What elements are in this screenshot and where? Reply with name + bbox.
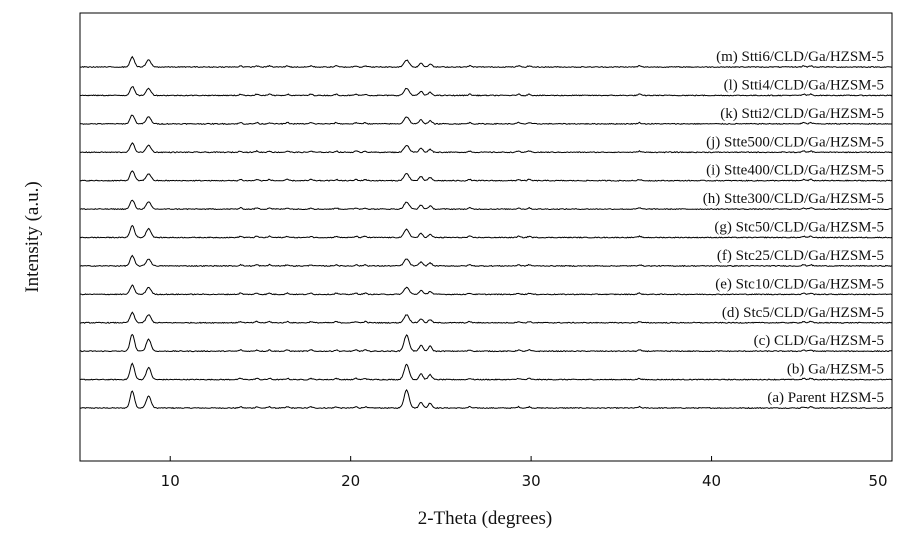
series-label: (g) Stc50/CLD/Ga/HZSM-5	[714, 220, 884, 236]
series-trace	[79, 311, 893, 324]
series-trace	[80, 254, 893, 268]
series-trace	[79, 86, 893, 97]
series-label: (m) Stti6/CLD/Ga/HZSM-5	[716, 49, 884, 65]
series-trace	[79, 284, 893, 296]
series-label: (l) Stti4/CLD/Ga/HZSM-5	[724, 77, 884, 93]
x-tick-label: 20	[341, 472, 360, 490]
series-label: (k) Stti2/CLD/Ga/HZSM-5	[720, 106, 884, 122]
plot-frame	[79, 12, 893, 462]
series-label: (h) Stte300/CLD/Ga/HZSM-5	[703, 191, 884, 207]
series-trace	[79, 388, 893, 410]
series-trace	[79, 224, 893, 239]
series-label: (c) CLD/Ga/HZSM-5	[754, 333, 884, 349]
x-tick-label: 40	[702, 472, 721, 490]
series-trace	[80, 55, 893, 69]
series-label: (d) Stc5/CLD/Ga/HZSM-5	[722, 305, 884, 321]
series-trace	[79, 199, 893, 211]
series-traces	[79, 55, 893, 410]
series-label: (j) Stte500/CLD/Ga/HZSM-5	[706, 134, 884, 150]
series-trace	[79, 142, 893, 154]
y-axis-title: Intensity (a.u.)	[22, 181, 43, 292]
series-label: (i) Stte400/CLD/Ga/HZSM-5	[706, 163, 884, 179]
series-label: (b) Ga/HZSM-5	[787, 362, 884, 378]
x-tick-label: 10	[161, 472, 180, 490]
x-tick-label: 50	[868, 472, 887, 490]
series-trace	[79, 170, 893, 182]
series-trace	[79, 114, 893, 126]
x-axis: 10 20 30 40 50	[161, 456, 893, 490]
series-trace	[79, 362, 893, 381]
series-label: (e) Stc10/CLD/Ga/HZSM-5	[715, 276, 884, 292]
x-axis-title: 2-Theta (degrees)	[418, 508, 553, 529]
series-trace	[80, 333, 893, 353]
x-tick-label: 30	[522, 472, 541, 490]
series-label: (f) Stc25/CLD/Ga/HZSM-5	[717, 248, 884, 264]
series-label: (a) Parent HZSM-5	[767, 390, 884, 406]
series-labels: (a) Parent HZSM-5 (b) Ga/HZSM-5 (c) CLD/Ga…	[703, 49, 884, 406]
